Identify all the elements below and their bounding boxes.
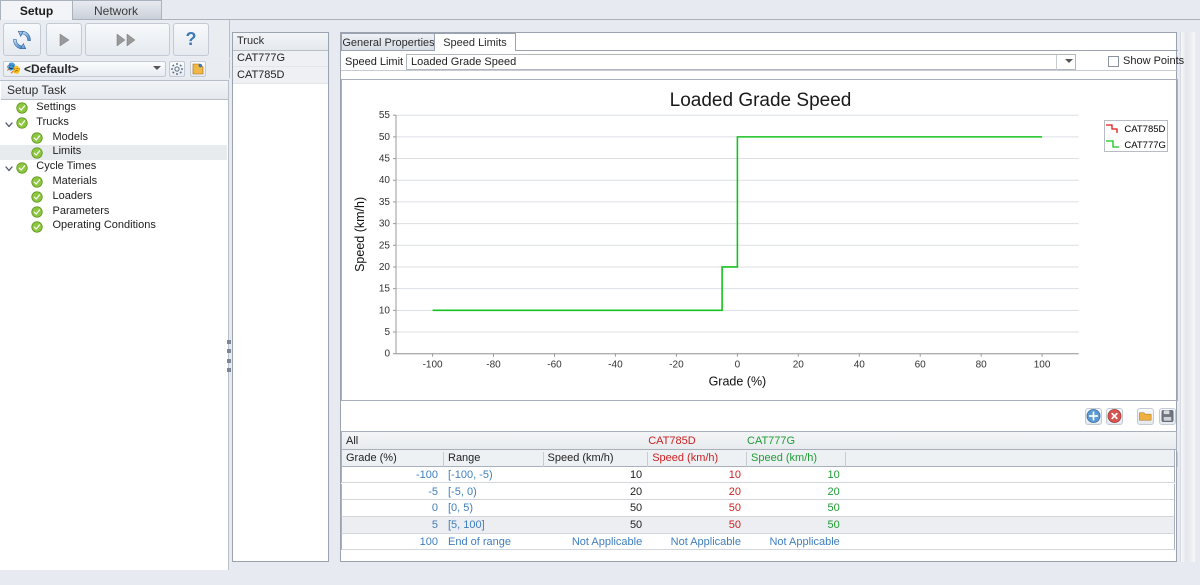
svg-text:-80: -80: [486, 359, 501, 370]
svg-text:55: 55: [379, 110, 391, 121]
svg-text:15: 15: [379, 283, 391, 294]
svg-text:20: 20: [793, 359, 805, 370]
svg-text:-40: -40: [608, 359, 623, 370]
svg-text:-60: -60: [547, 359, 562, 370]
svg-text:-20: -20: [669, 359, 684, 370]
svg-text:25: 25: [379, 240, 391, 251]
svg-text:100: 100: [1034, 359, 1051, 370]
svg-text:35: 35: [379, 196, 391, 207]
svg-text:Grade (%): Grade (%): [709, 374, 767, 388]
svg-text:50: 50: [379, 131, 391, 142]
svg-text:80: 80: [976, 359, 988, 370]
svg-text:Speed (km/h): Speed (km/h): [353, 196, 367, 271]
svg-text:-100: -100: [423, 359, 443, 370]
svg-text:10: 10: [379, 305, 391, 316]
svg-text:5: 5: [384, 327, 390, 338]
svg-text:0: 0: [735, 359, 741, 370]
svg-text:30: 30: [379, 218, 391, 229]
svg-text:0: 0: [384, 348, 390, 359]
svg-text:45: 45: [379, 153, 391, 164]
svg-text:40: 40: [379, 175, 391, 186]
svg-text:60: 60: [915, 359, 927, 370]
svg-text:40: 40: [854, 359, 866, 370]
svg-text:20: 20: [379, 262, 391, 273]
